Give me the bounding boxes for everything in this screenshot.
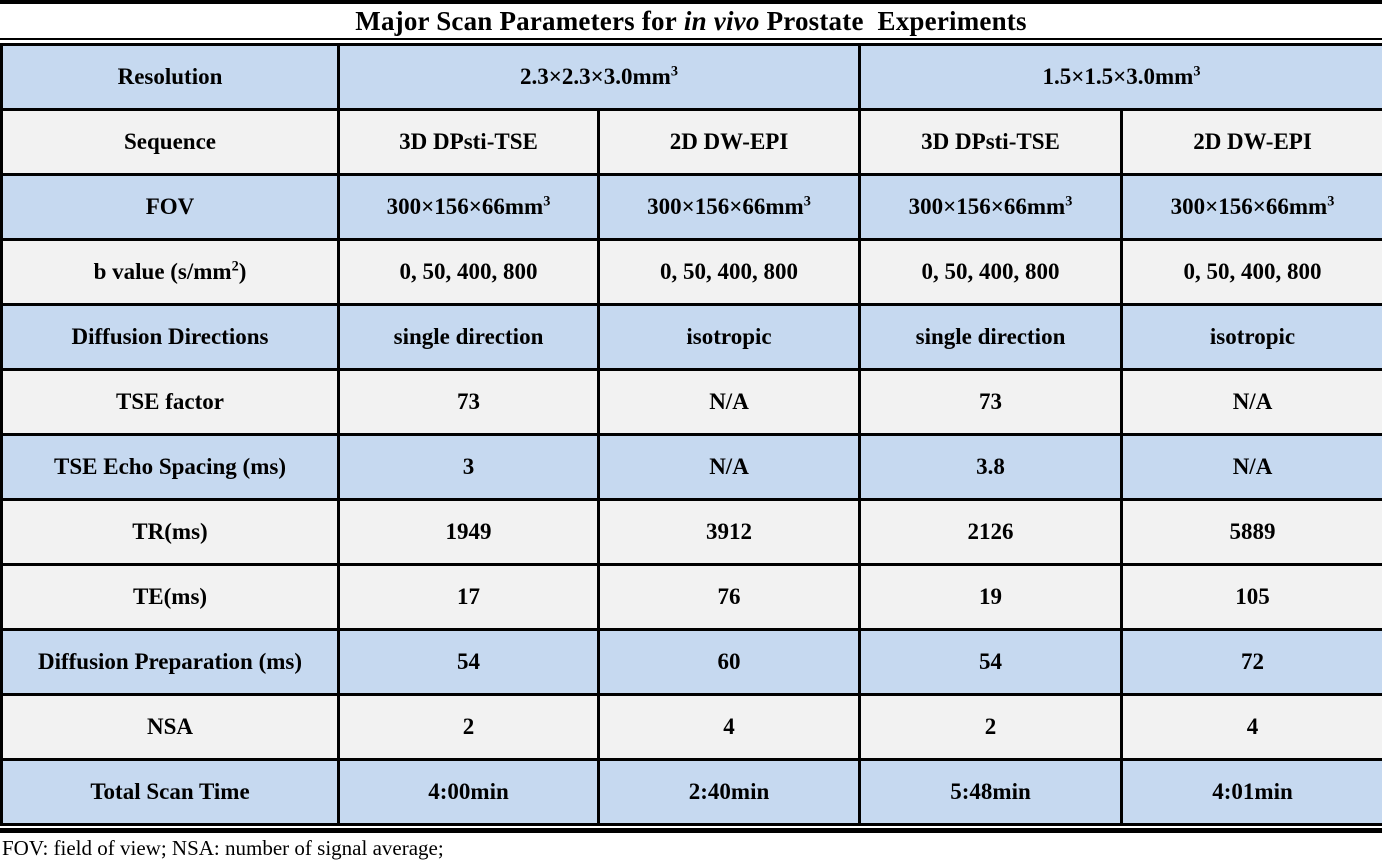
cell: 72 xyxy=(1120,628,1382,696)
cell: 105 xyxy=(1120,563,1382,631)
cell: 3D DPsti-TSE xyxy=(337,108,600,176)
cell: 3.8 xyxy=(858,433,1123,501)
row-diffusion-preparation: Diffusion Preparation (ms) 54 60 54 72 xyxy=(0,628,1382,696)
cell: 2D DW-EPI xyxy=(597,108,861,176)
cell: 2 xyxy=(337,693,600,761)
cell: 5889 xyxy=(1120,498,1382,566)
row-resolution: Resolution 2.3×2.3×3.0mm3 1.5×1.5×3.0mm3 xyxy=(0,43,1382,111)
cell: 1949 xyxy=(337,498,600,566)
scan-parameters-table: Resolution 2.3×2.3×3.0mm3 1.5×1.5×3.0mm3… xyxy=(0,43,1382,826)
row-tr: TR(ms) 1949 3912 2126 5889 xyxy=(0,498,1382,566)
row-tse-factor: TSE factor 73 N/A 73 N/A xyxy=(0,368,1382,436)
row-tse-echo-spacing: TSE Echo Spacing (ms) 3 N/A 3.8 N/A xyxy=(0,433,1382,501)
cell: 0, 50, 400, 800 xyxy=(597,238,861,306)
row-sequence: Sequence 3D DPsti-TSE 2D DW-EPI 3D DPsti… xyxy=(0,108,1382,176)
title-rule-gap xyxy=(0,40,1382,43)
cell: 4 xyxy=(1120,693,1382,761)
title-suffix: Prostate Experiments xyxy=(766,5,1027,36)
row-total-scan-time: Total Scan Time 4:00min 2:40min 5:48min … xyxy=(0,758,1382,826)
cell: 60 xyxy=(597,628,861,696)
cell: N/A xyxy=(597,368,861,436)
top-border-rule xyxy=(0,0,1382,4)
bottom-rule-gap xyxy=(0,826,1382,828)
row-label: Diffusion Directions xyxy=(0,303,340,371)
cell: 0, 50, 400, 800 xyxy=(858,238,1123,306)
cell: 2.3×2.3×3.0mm3 xyxy=(337,43,861,111)
cell: 4:00min xyxy=(337,758,600,826)
cell: 300×156×66mm3 xyxy=(858,173,1123,241)
row-label: TR(ms) xyxy=(0,498,340,566)
cell: 17 xyxy=(337,563,600,631)
title-underline-rule xyxy=(0,38,1382,40)
footnote: FOV: field of view; NSA: number of signa… xyxy=(2,836,444,860)
cell: 76 xyxy=(597,563,861,631)
cell: 2 xyxy=(858,693,1123,761)
cell: 2126 xyxy=(858,498,1123,566)
cell: N/A xyxy=(597,433,861,501)
row-label: b value (s/mm2) xyxy=(0,238,340,306)
row-label: NSA xyxy=(0,693,340,761)
cell: 4:01min xyxy=(1120,758,1382,826)
cell: 2D DW-EPI xyxy=(1120,108,1382,176)
row-label: TSE Echo Spacing (ms) xyxy=(0,433,340,501)
cell: 73 xyxy=(858,368,1123,436)
cell: 300×156×66mm3 xyxy=(337,173,600,241)
title-prefix: Major Scan Parameters for xyxy=(355,5,677,36)
cell: N/A xyxy=(1120,368,1382,436)
row-label: Diffusion Preparation (ms) xyxy=(0,628,340,696)
cell: single direction xyxy=(337,303,600,371)
bottom-border-rule xyxy=(0,828,1382,833)
row-fov: FOV 300×156×66mm3 300×156×66mm3 300×156×… xyxy=(0,173,1382,241)
cell: isotropic xyxy=(1120,303,1382,371)
row-label: Total Scan Time xyxy=(0,758,340,826)
cell: 300×156×66mm3 xyxy=(1120,173,1382,241)
row-label: FOV xyxy=(0,173,340,241)
row-label: Sequence xyxy=(0,108,340,176)
row-diffusion-directions: Diffusion Directions single direction is… xyxy=(0,303,1382,371)
cell: 2:40min xyxy=(597,758,861,826)
row-label: TE(ms) xyxy=(0,563,340,631)
table-title: Major Scan Parameters for in vivo Prosta… xyxy=(0,4,1382,38)
cell: 3D DPsti-TSE xyxy=(858,108,1123,176)
cell: 19 xyxy=(858,563,1123,631)
row-te: TE(ms) 17 76 19 105 xyxy=(0,563,1382,631)
cell: 0, 50, 400, 800 xyxy=(337,238,600,306)
cell: N/A xyxy=(1120,433,1382,501)
cell: 54 xyxy=(337,628,600,696)
cell: 73 xyxy=(337,368,600,436)
cell: 0, 50, 400, 800 xyxy=(1120,238,1382,306)
row-nsa: NSA 2 4 2 4 xyxy=(0,693,1382,761)
cell: 3912 xyxy=(597,498,861,566)
cell: 4 xyxy=(597,693,861,761)
cell: 5:48min xyxy=(858,758,1123,826)
row-label: Resolution xyxy=(0,43,340,111)
cell: 3 xyxy=(337,433,600,501)
cell: 54 xyxy=(858,628,1123,696)
row-b-value: b value (s/mm2) 0, 50, 400, 800 0, 50, 4… xyxy=(0,238,1382,306)
cell: 1.5×1.5×3.0mm3 xyxy=(858,43,1382,111)
cell: single direction xyxy=(858,303,1123,371)
cell: 300×156×66mm3 xyxy=(597,173,861,241)
row-label: TSE factor xyxy=(0,368,340,436)
title-italic-phrase: in vivo xyxy=(683,5,760,36)
cell: isotropic xyxy=(597,303,861,371)
